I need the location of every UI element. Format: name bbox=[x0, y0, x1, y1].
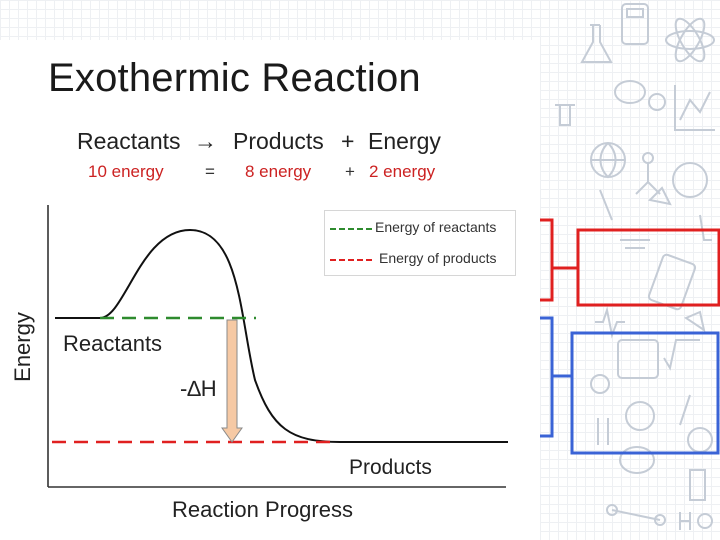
atom-icon bbox=[665, 30, 715, 50]
blue-bracket bbox=[540, 316, 554, 438]
reaction-curve bbox=[55, 228, 508, 443]
flask-icon bbox=[580, 24, 613, 63]
legend-item-reactants: Energy of reactants bbox=[325, 215, 515, 241]
tablet-icon bbox=[647, 253, 697, 311]
molecule-2-icon bbox=[611, 509, 661, 521]
x-axis-label: Reaction Progress bbox=[172, 497, 353, 522]
red-highlight-box bbox=[576, 228, 720, 307]
pencil-icon bbox=[599, 189, 613, 221]
thermometer-icon bbox=[679, 394, 691, 426]
equation-reactants: Reactants bbox=[77, 128, 181, 154]
equation-plus: + bbox=[341, 128, 355, 154]
bottle-icon bbox=[689, 469, 706, 501]
product-energy-value: 8 energy bbox=[245, 162, 312, 181]
brain-icon bbox=[614, 80, 646, 104]
heartbeat-icon bbox=[595, 306, 625, 339]
reactant-energy-value: 10 energy bbox=[88, 162, 164, 181]
equation-energy: Energy bbox=[368, 128, 441, 154]
cell-icon bbox=[625, 401, 655, 431]
plus-sign: + bbox=[345, 162, 355, 181]
legend-item-products: Energy of products bbox=[325, 246, 515, 272]
test-tube-icon bbox=[597, 418, 609, 445]
beaker-icon bbox=[555, 104, 575, 126]
y-axis-label: Energy bbox=[10, 312, 35, 382]
shell-icon bbox=[590, 374, 610, 394]
delta-h-label: -∆H bbox=[180, 376, 217, 401]
rocket-icon bbox=[647, 186, 672, 206]
red-bracket bbox=[540, 218, 554, 302]
equals-sign: = bbox=[205, 162, 215, 181]
equation-products: Products bbox=[233, 128, 324, 154]
clock-icon bbox=[687, 427, 713, 453]
slide-panel bbox=[0, 40, 540, 540]
lamp-icon bbox=[683, 310, 706, 333]
microscope-icon bbox=[672, 162, 708, 198]
products-label: Products bbox=[349, 456, 432, 479]
formula-icon bbox=[620, 239, 650, 249]
gear-icon bbox=[648, 93, 666, 111]
brain-2-icon bbox=[619, 446, 655, 474]
calculator-2-icon bbox=[617, 339, 659, 379]
legend-label-products: Energy of products bbox=[379, 250, 497, 266]
science-doodles bbox=[540, 3, 720, 530]
legend-swatch-reactants bbox=[330, 228, 372, 230]
water-formula-icon bbox=[679, 512, 691, 530]
released-energy-value: 2 energy bbox=[369, 162, 436, 181]
molecule-icon bbox=[642, 152, 654, 164]
calculator-icon bbox=[621, 3, 649, 45]
legend-label-reactants: Energy of reactants bbox=[375, 219, 497, 235]
square-root-icon bbox=[663, 339, 700, 371]
hand-icon bbox=[699, 214, 712, 241]
energy-diagram bbox=[47, 205, 508, 488]
delta-h-arrow bbox=[221, 319, 243, 443]
plot-icon bbox=[674, 85, 715, 131]
legend-swatch-products bbox=[330, 259, 372, 261]
legend: Energy of reactants Energy of products bbox=[324, 210, 516, 276]
equation-arrow: → bbox=[194, 128, 217, 154]
reactants-label: Reactants bbox=[63, 331, 163, 356]
slide-title: Exothermic Reaction bbox=[48, 56, 421, 100]
blue-highlight-box bbox=[570, 331, 720, 455]
